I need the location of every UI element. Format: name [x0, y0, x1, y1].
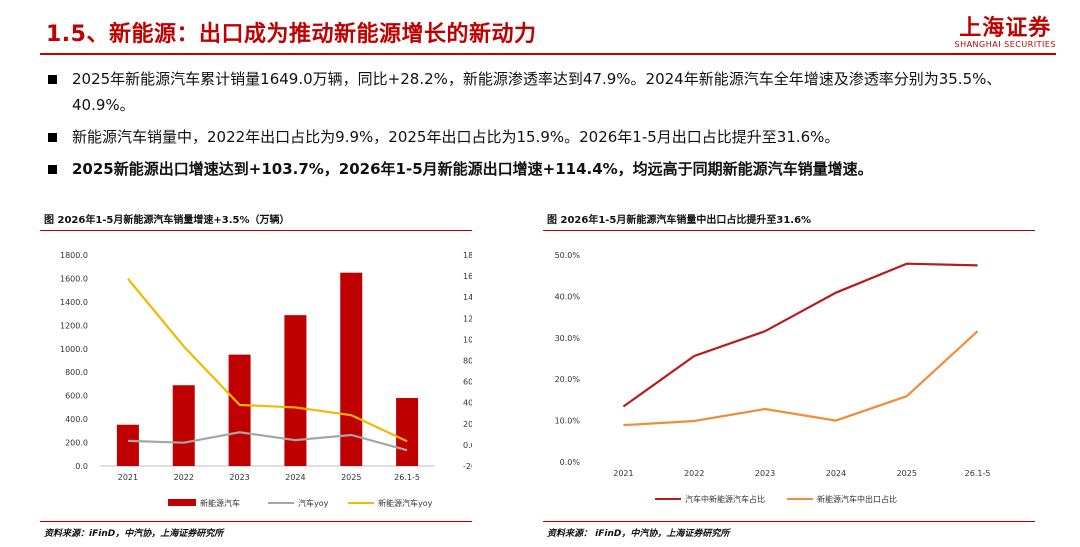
- y2-tick-label: 160.0%: [463, 272, 472, 281]
- bullet-item-1: 2025年新能源汽车累计销量1649.0万辆，同比+28.2%，新能源渗透率达到…: [46, 66, 1046, 118]
- y2-tick-label: 0.0%: [463, 441, 472, 450]
- bullet-list: 2025年新能源汽车累计销量1649.0万辆，同比+28.2%，新能源渗透率达到…: [46, 66, 1046, 188]
- bar-2022: [172, 385, 195, 466]
- x-tick-label: 2025: [897, 469, 917, 478]
- y2-tick-label: 140.0%: [463, 293, 472, 302]
- line-series-1: [127, 431, 408, 452]
- title-bar: 1.5、新能源：出口成为推动新能源增长的新动力 上海证券 SHANGHAI SE…: [0, 0, 1080, 62]
- x-tick-label: 26.1-5: [965, 469, 991, 478]
- x-tick-label: 2022: [174, 473, 194, 482]
- bullet-text: 新能源汽车销量中，2022年出口占比为9.9%，2025年出口占比为15.9%。…: [72, 128, 840, 146]
- y2-tick-label: 20.0%: [463, 420, 472, 429]
- bullet-text: 2025年新能源汽车累计销量1649.0万辆，同比+28.2%，新能源渗透率达到…: [72, 70, 1002, 114]
- y-tick-label: 600.0: [65, 392, 88, 401]
- x-tick-label: 26.1-5: [394, 473, 420, 482]
- y-tick-label: 800.0: [65, 368, 88, 377]
- y-tick-label: 40.0%: [555, 292, 581, 301]
- bullet-item-3: 2025新能源出口增速达到+103.7%，2026年1-5月新能源出口增速+11…: [46, 156, 1046, 182]
- bar-2021: [116, 424, 139, 466]
- bullet-item-2: 新能源汽车销量中，2022年出口占比为9.9%，2025年出口占比为15.9%。…: [46, 124, 1046, 150]
- source-divider: [543, 521, 1035, 522]
- x-tick-label: 2022: [684, 469, 704, 478]
- y2-tick-label: 120.0%: [463, 314, 472, 323]
- y2-tick-label: 100.0%: [463, 335, 472, 344]
- y2-tick-label: 180.0%: [463, 251, 472, 260]
- y-tick-label: 0.0: [75, 462, 88, 471]
- chart-title-divider: [543, 230, 1035, 231]
- y-tick-label: 20.0%: [555, 375, 581, 384]
- y-tick-label: 1800.0: [60, 251, 88, 260]
- chart-title: 图 2026年1-5月新能源汽车销量增速+3.5%（万辆）: [44, 215, 290, 226]
- bullet-text: 2025新能源出口增速达到+103.7%，2026年1-5月新能源出口增速+11…: [72, 160, 873, 178]
- sales-chart: 0.0 200.0 400.0 600.0 800.0 1000.0 1200.0 1400.…: [60, 251, 472, 508]
- legend-label: 新能源汽车yoy: [378, 498, 433, 508]
- chart-panel-share: 图 2026年1-5月新能源汽车销量中出口占比提升至31.6% 0.0% 10.0…: [543, 210, 1035, 540]
- y-tick-label: 200.0: [65, 439, 88, 448]
- y-tick-label: 50.0%: [555, 251, 581, 260]
- chart-source: 资料来源：iFinD，中汽协，上海证券研究所: [44, 529, 224, 539]
- title-divider: [40, 53, 1056, 55]
- y-tick-label: 1200.0: [60, 321, 88, 330]
- y-tick-label: 1600.0: [60, 274, 88, 283]
- x-tick-label: 2024: [826, 469, 846, 478]
- y-tick-label: 10.0%: [555, 417, 581, 426]
- line-series-0: [622, 262, 978, 408]
- brand-logo: 上海证券 SHANGHAI SECURITIES: [954, 10, 1056, 49]
- page-title: 1.5、新能源：出口成为推动新能源增长的新动力: [46, 22, 537, 47]
- x-tick-label: 2021: [118, 473, 138, 482]
- y2-tick-label: 80.0%: [463, 357, 472, 366]
- line-series-2: [127, 278, 408, 443]
- bar-2023: [228, 354, 251, 466]
- y-tick-label: 1000.0: [60, 345, 88, 354]
- line-series-1: [623, 330, 979, 427]
- y2-tick-label: -20.0%: [463, 462, 472, 471]
- logo-text: 上海证券: [959, 16, 1052, 41]
- source-divider: [40, 521, 472, 522]
- x-tick-label: 2023: [755, 469, 775, 478]
- y-tick-label: 0.0%: [560, 458, 581, 467]
- legend-swatch-nev: [168, 499, 196, 506]
- x-tick-label: 2024: [285, 473, 305, 482]
- y-tick-label: 1400.0: [60, 298, 88, 307]
- share-chart: 0.0% 10.0% 20.0% 30.0% 40.0% 50.0% 2021 2022 202…: [555, 251, 991, 504]
- logo-subtext: SHANGHAI SECURITIES: [954, 40, 1056, 49]
- square-bullet-icon: [48, 133, 57, 142]
- chart-panel-sales: 图 2026年1-5月新能源汽车销量增速+3.5%（万辆） 0.0 200.0 40…: [40, 210, 472, 540]
- chart-source: 资料来源： iFinD，中汽协，上海证券研究所: [547, 529, 730, 539]
- x-tick-label: 2023: [229, 473, 249, 482]
- square-bullet-icon: [48, 75, 57, 84]
- legend-label: 汽车yoy: [298, 498, 329, 508]
- bar-2024: [284, 315, 307, 466]
- bar-26.1-5: [396, 398, 419, 466]
- y2-tick-label: 40.0%: [463, 399, 472, 408]
- legend-label: 新能源汽车中出口占比: [817, 494, 897, 504]
- y-tick-label: 400.0: [65, 415, 88, 424]
- x-tick-label: 2025: [341, 473, 361, 482]
- y2-tick-label: 60.0%: [463, 378, 472, 387]
- y-tick-label: 30.0%: [555, 334, 581, 343]
- chart-title: 图 2026年1-5月新能源汽车销量中出口占比提升至31.6%: [547, 215, 812, 226]
- chart-title-divider: [40, 230, 472, 231]
- legend-label: 汽车中新能源汽车占比: [685, 494, 765, 504]
- legend-label: 新能源汽车: [200, 498, 240, 508]
- square-bullet-icon: [48, 165, 57, 174]
- x-tick-label: 2021: [613, 469, 633, 478]
